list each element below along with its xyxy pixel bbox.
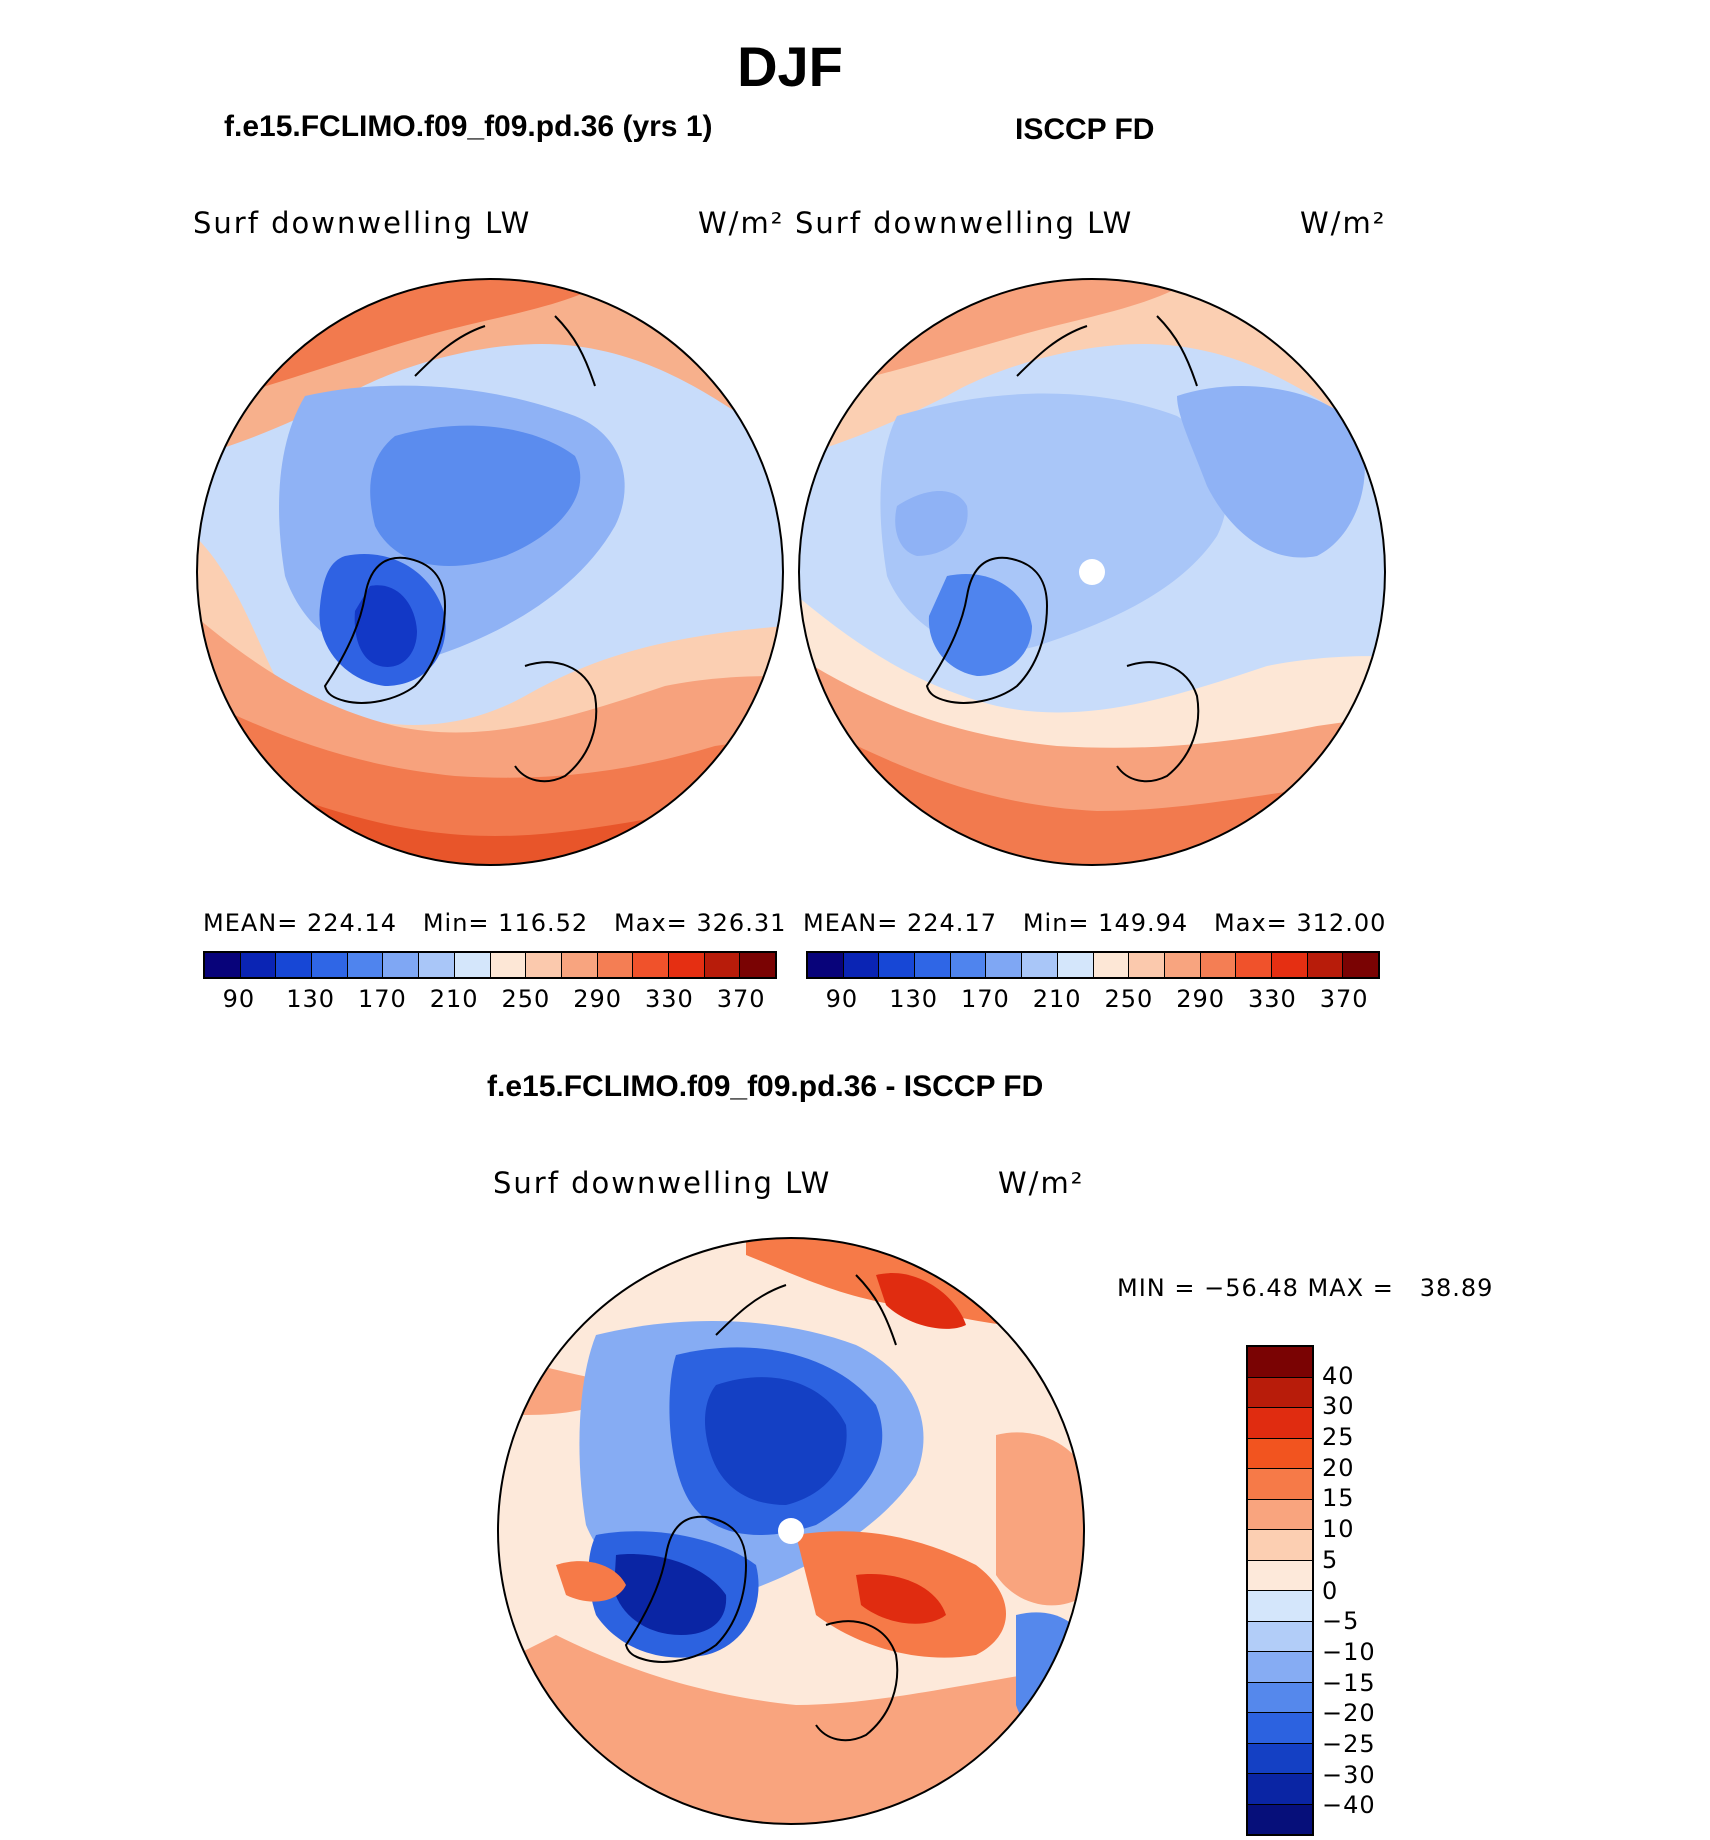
- colorbar-swatch: [419, 953, 455, 977]
- colorbar-swatch: [1248, 1713, 1312, 1744]
- colorbar-swatch: [240, 953, 277, 977]
- colorbar-swatch: [347, 953, 384, 977]
- colorbar-tick-label: 210: [429, 985, 479, 1013]
- colorbar-swatch: [526, 953, 562, 977]
- colorbar-swatch: [205, 953, 241, 977]
- colorbar-tick-label: −5: [1322, 1607, 1360, 1636]
- colorbar-swatch: [312, 953, 348, 977]
- colorbar-swatch: [879, 953, 916, 977]
- colorbar-tick-label: 330: [1247, 985, 1297, 1013]
- colorbar-swatch: [633, 953, 669, 977]
- colorbar-tick-label: −10: [1322, 1637, 1376, 1666]
- colorbar-swatch: [950, 953, 987, 977]
- colorbar-swatch: [740, 953, 775, 977]
- diff-units-label: W/m²: [998, 1166, 1085, 1200]
- colorbar-tick-label: 40: [1322, 1361, 1355, 1390]
- colorbar-tick-label: 290: [1176, 985, 1226, 1013]
- diff-panel-title: f.e15.FCLIMO.f09_f09.pd.36 - ISCCP FD: [487, 1070, 1044, 1103]
- colorbar-tick-label: 25: [1322, 1423, 1355, 1452]
- colorbar-tick-label: −25: [1322, 1729, 1376, 1758]
- colorbar-tick-label: 250: [1104, 985, 1154, 1013]
- colorbar-tick-label: 20: [1322, 1453, 1355, 1482]
- colorbar-swatch: [1248, 1438, 1312, 1469]
- colorbar-swatch: [843, 953, 880, 977]
- right-panel-title: ISCCP FD: [1015, 113, 1155, 146]
- colorbar-tick-label: 0: [1322, 1576, 1339, 1605]
- colorbar-tick-label: 370: [716, 985, 766, 1013]
- colorbar-tick-label: 330: [644, 985, 694, 1013]
- colorbar-swatch: [1200, 953, 1237, 977]
- colorbar-swatch: [276, 953, 313, 977]
- colorbar-swatch: [597, 953, 634, 977]
- colorbar-swatch: [1129, 953, 1165, 977]
- colorbar-swatch: [1343, 953, 1378, 977]
- colorbar-swatch: [668, 953, 705, 977]
- left-colorbar: [203, 951, 777, 979]
- colorbar-swatch: [1248, 1591, 1312, 1622]
- colorbar-swatch: [1248, 1499, 1312, 1530]
- left-stats: MEAN= 224.14 Min= 116.52 Max= 326.31: [203, 909, 787, 937]
- diff-polar-map: [497, 1237, 1085, 1825]
- colorbar-tick-label: 170: [357, 985, 407, 1013]
- colorbar-swatch: [1248, 1377, 1312, 1408]
- colorbar-tick-label: 90: [222, 985, 256, 1013]
- colorbar-swatch: [1093, 953, 1130, 977]
- colorbar-swatch: [1248, 1621, 1312, 1652]
- colorbar-tick-label: 15: [1322, 1484, 1355, 1513]
- colorbar-tick-label: 5: [1322, 1545, 1339, 1574]
- colorbar-swatch: [1057, 953, 1094, 977]
- right-units-label: W/m²: [1300, 206, 1387, 240]
- colorbar-swatch: [1248, 1804, 1312, 1834]
- colorbar-tick-label: 130: [889, 985, 939, 1013]
- colorbar-swatch: [1248, 1469, 1312, 1500]
- colorbar-tick-label: −20: [1322, 1699, 1376, 1728]
- colorbar-swatch: [1236, 953, 1272, 977]
- colorbar-tick-label: −15: [1322, 1668, 1376, 1697]
- colorbar-swatch: [454, 953, 491, 977]
- colorbar-tick-label: 30: [1322, 1392, 1355, 1421]
- colorbar-swatch: [1248, 1530, 1312, 1561]
- colorbar-tick-label: 90: [825, 985, 859, 1013]
- colorbar-swatch: [1248, 1743, 1312, 1774]
- colorbar-tick-label: −30: [1322, 1760, 1376, 1789]
- colorbar-swatch: [704, 953, 741, 977]
- colorbar-swatch: [1022, 953, 1058, 977]
- colorbar-swatch: [1271, 953, 1308, 977]
- colorbar-swatch: [808, 953, 844, 977]
- colorbar-swatch: [1248, 1774, 1312, 1805]
- colorbar-tick-label: 290: [573, 985, 623, 1013]
- colorbar-tick-label: 170: [960, 985, 1010, 1013]
- colorbar-swatch: [1248, 1408, 1312, 1439]
- colorbar-swatch: [1248, 1652, 1312, 1683]
- right-variable-label: Surf downwelling LW: [795, 206, 1134, 240]
- colorbar-swatch: [1307, 953, 1344, 977]
- left-panel-title: f.e15.FCLIMO.f09_f09.pd.36 (yrs 1): [224, 110, 713, 143]
- diff-colorbar: [1246, 1345, 1314, 1836]
- left-units-label: W/m²: [698, 206, 785, 240]
- colorbar-swatch: [490, 953, 527, 977]
- diff-variable-label: Surf downwelling LW: [493, 1166, 832, 1200]
- left-polar-map: [196, 278, 784, 866]
- colorbar-swatch: [383, 953, 420, 977]
- colorbar-tick-label: 130: [286, 985, 336, 1013]
- left-variable-label: Surf downwelling LW: [193, 206, 532, 240]
- colorbar-swatch: [1164, 953, 1201, 977]
- colorbar-tick-label: 250: [501, 985, 551, 1013]
- colorbar-swatch: [915, 953, 951, 977]
- colorbar-swatch: [986, 953, 1023, 977]
- colorbar-swatch: [1248, 1347, 1312, 1378]
- colorbar-swatch: [561, 953, 598, 977]
- right-colorbar: [806, 951, 1380, 979]
- colorbar-swatch: [1248, 1560, 1312, 1591]
- colorbar-tick-label: −40: [1322, 1791, 1376, 1820]
- figure-title: DJF: [737, 35, 843, 98]
- right-polar-map: [798, 278, 1386, 866]
- colorbar-swatch: [1248, 1682, 1312, 1713]
- right-stats: MEAN= 224.17 Min= 149.94 Max= 312.00: [803, 909, 1387, 937]
- colorbar-tick-label: 370: [1319, 985, 1369, 1013]
- colorbar-tick-label: 210: [1032, 985, 1082, 1013]
- diff-stats: MIN = −56.48 MAX = 38.89: [1117, 1274, 1494, 1302]
- colorbar-tick-label: 10: [1322, 1515, 1355, 1544]
